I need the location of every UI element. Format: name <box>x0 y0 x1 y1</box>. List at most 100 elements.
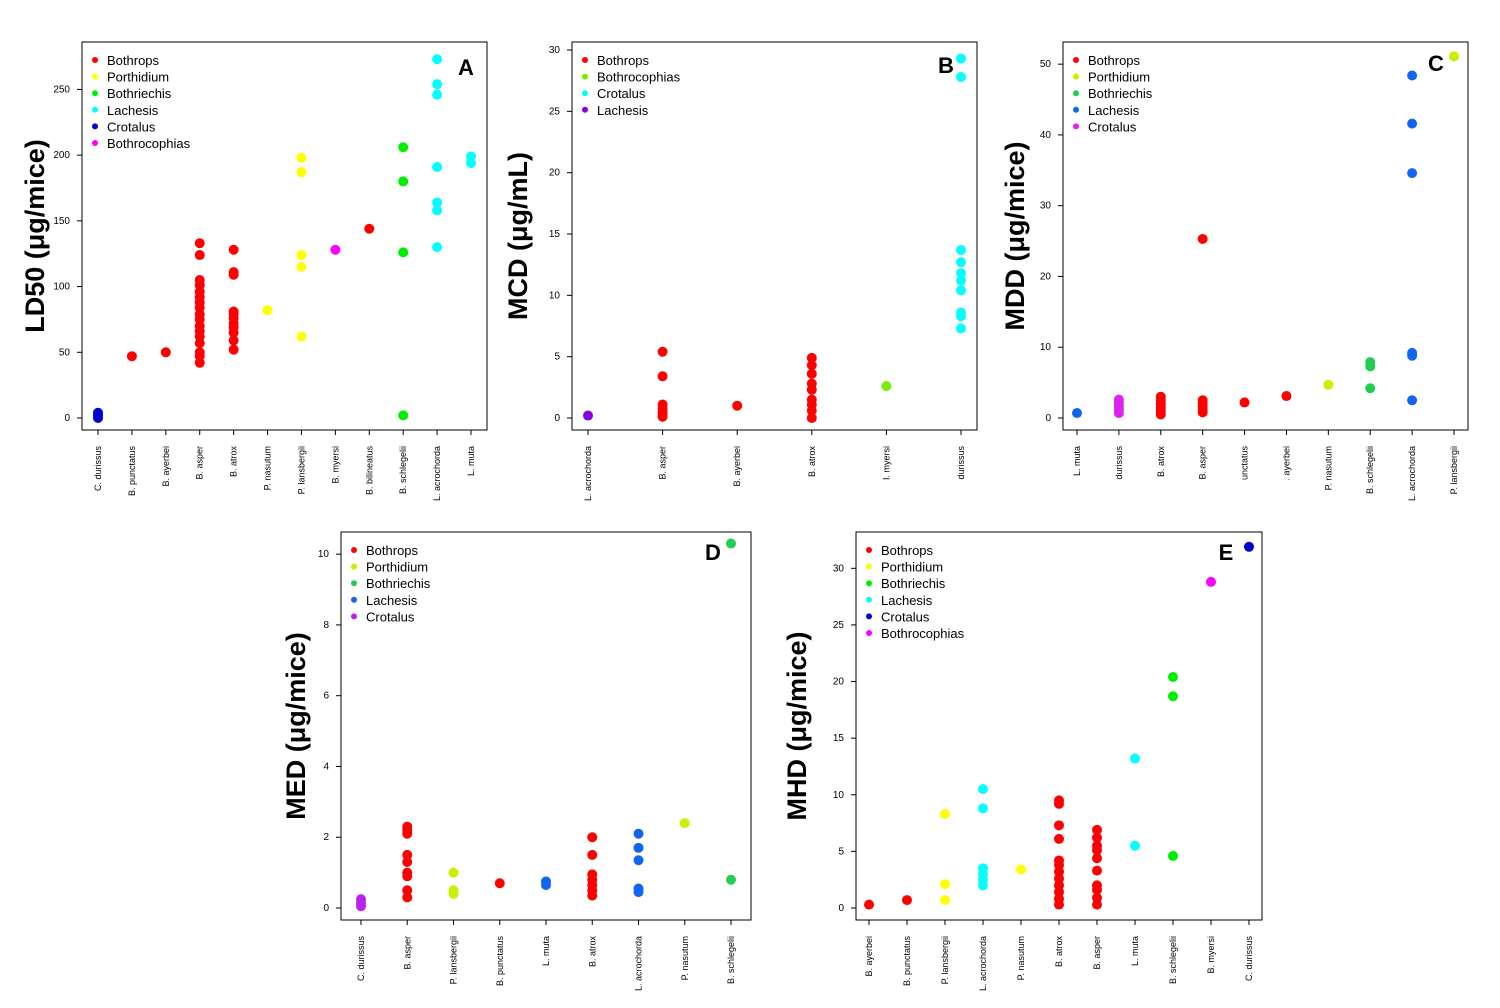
legend-label: Bothrops <box>881 543 934 558</box>
legend-label: Bothriechis <box>107 86 172 101</box>
x-tick-label: L. muta <box>466 446 476 476</box>
x-tick-label: B. punctatus <box>902 936 912 987</box>
data-point <box>657 371 668 382</box>
x-tick-label: B. asper <box>402 936 412 970</box>
data-point <box>448 885 459 896</box>
data-point <box>1054 855 1064 866</box>
legend-label: Bothrops <box>1088 53 1141 68</box>
legend-label: Lachesis <box>597 103 649 118</box>
data-point <box>432 89 443 100</box>
data-point <box>432 197 443 208</box>
y-tick-label: 50 <box>1040 59 1052 70</box>
y-tick-label: 20 <box>1040 271 1052 282</box>
data-point <box>398 142 409 153</box>
x-tick-label: B. myersi <box>1206 936 1216 974</box>
legend-marker <box>92 90 98 97</box>
data-point <box>587 832 598 843</box>
legend-label: Crotalus <box>1088 119 1137 134</box>
data-point <box>228 244 239 255</box>
x-tick-label: B. bilineatus <box>364 446 374 496</box>
data-point <box>956 53 966 64</box>
legend-marker <box>92 106 98 113</box>
legend-marker <box>351 580 357 587</box>
data-point <box>806 378 817 389</box>
x-tick-label: C. durissus <box>356 936 366 982</box>
y-tick-label: 40 <box>1040 130 1052 141</box>
x-tick-label: B. schlegelii <box>726 936 736 984</box>
data-point <box>1054 820 1064 831</box>
data-point <box>1239 397 1250 408</box>
x-tick-label: P. nasutum <box>1016 936 1026 980</box>
data-point <box>806 413 817 423</box>
data-point <box>806 352 817 363</box>
data-point <box>402 849 413 860</box>
y-tick-label: 0 <box>323 903 329 914</box>
y-tick-label: 100 <box>53 282 70 293</box>
legend-label: Crotalus <box>597 86 646 101</box>
data-point <box>1197 233 1208 244</box>
data-point <box>1168 672 1178 683</box>
data-point <box>296 152 307 163</box>
panel-c: 0 10 20 30 40 50 L. muta durissus B. atrox B. asp… <box>1000 41 1469 501</box>
data-point <box>679 818 690 829</box>
plot-frame <box>571 41 978 431</box>
legend-marker <box>866 563 872 570</box>
data-point <box>1449 51 1459 62</box>
y-tick-label: 0 <box>64 413 70 424</box>
y-tick-label: 25 <box>549 106 561 117</box>
data-point <box>1092 832 1102 843</box>
legend-marker <box>866 630 872 636</box>
data-point <box>1365 357 1376 368</box>
data-point <box>296 167 307 178</box>
y-tick-label: 30 <box>1040 201 1052 212</box>
x-tick-label: B. schlegelii <box>1168 936 1178 984</box>
y-axis-title: MHD (μg/mice) <box>782 631 812 820</box>
legend-label: Bothrocophias <box>881 626 965 641</box>
y-tick-label: 10 <box>833 790 845 801</box>
data-point <box>432 242 443 253</box>
data-point <box>657 399 668 410</box>
legend-label: Bothriechis <box>366 576 431 591</box>
x-tick-label: B. atrox <box>229 446 239 478</box>
y-axis-title: MCD (μg/mL) <box>503 152 533 320</box>
legend-label: Crotalus <box>881 609 930 624</box>
legend-marker <box>582 90 588 97</box>
x-tick-label: C. durissus <box>93 446 103 492</box>
legend-marker <box>351 596 357 603</box>
data-point <box>1407 118 1418 129</box>
data-point <box>1092 865 1102 876</box>
legend-marker <box>92 123 98 130</box>
legend-label: Porthidium <box>881 560 943 575</box>
data-point <box>494 878 505 889</box>
data-point <box>432 54 443 65</box>
data-point <box>194 250 205 261</box>
panel-e: 0 5 10 15 20 25 30 B. ayerbei B. punctatus P. lan… <box>782 531 1263 991</box>
x-tick-label: B. atrox <box>1156 446 1166 478</box>
data-point <box>1092 892 1102 903</box>
data-point <box>806 368 817 379</box>
y-tick-label: 250 <box>53 84 70 95</box>
data-point <box>1092 840 1102 851</box>
plot-frame <box>81 41 488 431</box>
y-tick-label: 5 <box>838 846 844 857</box>
x-tick-label: B. ayerbei <box>864 936 874 977</box>
data-point <box>657 346 668 357</box>
legend-label: Crotalus <box>366 609 415 624</box>
x-tick-label: B. myersi <box>330 446 340 484</box>
x-tick-label: B. ayerbei <box>161 446 171 487</box>
panel-d: 0 2 4 6 8 10 C. durissus B. asper P. lansbergii B… <box>281 531 752 991</box>
x-tick-label: durissus <box>1114 446 1124 480</box>
y-tick-label: 50 <box>59 347 71 358</box>
data-point <box>398 410 409 421</box>
x-tick-label: L. muta <box>1130 936 1140 966</box>
data-point <box>466 151 476 162</box>
legend-label: Lachesis <box>881 593 933 608</box>
x-tick-label: P. nasutum <box>680 936 690 980</box>
data-point <box>296 331 307 342</box>
data-point <box>633 855 644 866</box>
panel-letter: D <box>705 540 721 565</box>
legend-label: Bothrops <box>366 543 419 558</box>
x-tick-label: C. durissus <box>1244 936 1254 982</box>
data-point <box>1168 691 1178 702</box>
y-tick-label: 5 <box>554 352 560 363</box>
